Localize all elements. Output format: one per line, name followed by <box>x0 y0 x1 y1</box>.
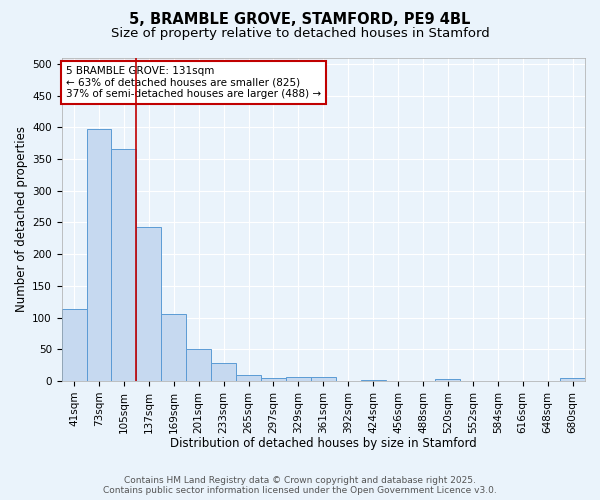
Bar <box>236 374 261 381</box>
Text: 5, BRAMBLE GROVE, STAMFORD, PE9 4BL: 5, BRAMBLE GROVE, STAMFORD, PE9 4BL <box>130 12 470 28</box>
Text: Contains HM Land Registry data © Crown copyright and database right 2025.
Contai: Contains HM Land Registry data © Crown c… <box>103 476 497 495</box>
Bar <box>161 314 186 381</box>
Bar <box>361 380 386 381</box>
Y-axis label: Number of detached properties: Number of detached properties <box>15 126 28 312</box>
Bar <box>86 128 112 381</box>
Bar <box>560 378 585 381</box>
Text: Size of property relative to detached houses in Stamford: Size of property relative to detached ho… <box>110 28 490 40</box>
Bar <box>436 379 460 381</box>
Text: 5 BRAMBLE GROVE: 131sqm
← 63% of detached houses are smaller (825)
37% of semi-d: 5 BRAMBLE GROVE: 131sqm ← 63% of detache… <box>66 66 321 99</box>
X-axis label: Distribution of detached houses by size in Stamford: Distribution of detached houses by size … <box>170 437 476 450</box>
Bar <box>261 378 286 381</box>
Bar <box>186 350 211 381</box>
Bar <box>62 310 86 381</box>
Bar <box>286 377 311 381</box>
Bar <box>112 150 136 381</box>
Bar <box>211 362 236 381</box>
Bar <box>311 377 336 381</box>
Bar <box>136 227 161 381</box>
